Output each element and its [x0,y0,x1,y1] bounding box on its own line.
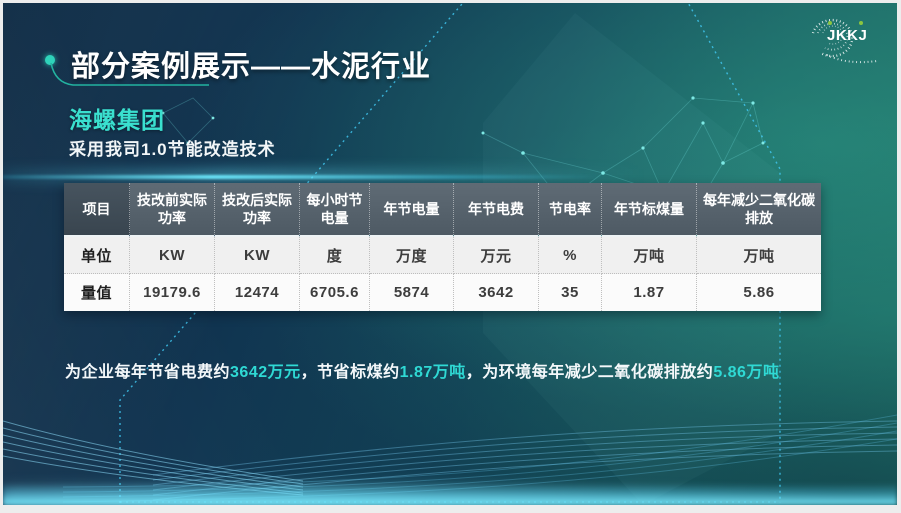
table-value-cell: KW [130,237,215,274]
table-glow-line [3,175,603,179]
table-value-cell: 万元 [454,237,539,274]
table-value-cell: 1.87 [602,274,697,311]
title-bullet-dot [45,55,55,65]
table-header-cell: 年节电费 [454,183,539,237]
page-title: 部分案例展示——水泥行业 [71,51,432,83]
summary-segment: ，为环境每年减少二氧化碳排放约 [465,364,714,381]
table-value-cell: 5874 [370,274,454,311]
technology-subtitle: 采用我司1.0节能改造技术 [69,140,276,159]
table-value-cell: 度 [300,237,370,274]
table-header-cell: 技改后实际功率 [215,183,300,237]
logo-green-dot [828,21,832,25]
table-value-cell: 万吨 [602,237,697,274]
logo-text: JKKJ [827,27,867,44]
bottom-glow-band [3,483,897,505]
table-header-cell: 年节电量 [370,183,454,237]
table-value-cell: 6705.6 [300,274,370,311]
summary-highlight-value: 3642万元 [230,364,301,381]
case-table: 项目 技改前实际功率 技改后实际功率 每小时节电量 年节电量 年节电费 节电率 年节标煤量 每年… [64,183,821,311]
table-row-label-cell: 量值 [64,274,130,311]
slide-canvas: 部分案例展示——水泥行业 海螺集团 采用我司1.0节能改造技术 项目 技改前实际功… [3,3,897,505]
summary-highlight-value: 1.87万吨 [399,364,466,381]
table-value-cell: 万吨 [697,237,821,274]
table-header-cell: 每年减少二氧化碳排放 [697,183,821,237]
table-header-cell: 项目 [64,183,130,237]
table-value-cell: 5.86 [697,274,821,311]
company-name: 海螺集团 [69,107,165,133]
table-header-cell: 技改前实际功率 [130,183,215,237]
summary-segment: 为企业每年节省电费约 [65,364,231,381]
table-value-cell: 35 [539,274,602,311]
table-value-cell: 12474 [215,274,300,311]
table-header-cell: 每小时节电量 [300,183,370,237]
table-value-cell: 万度 [370,237,454,274]
table-value-cell: 3642 [454,274,539,311]
logo-dot-swirl-icon [811,18,878,64]
summary-text: 为企业每年节省电费约3642万元，节省标煤约1.87万吨，为环境每年减少二氧化碳… [65,358,875,382]
table-value-cell: 19179.6 [130,274,215,311]
table-header-cell: 节电率 [539,183,602,237]
summary-highlight-value: 5.86万吨 [713,364,780,381]
table-value-cell: % [539,237,602,274]
title-underline [50,62,209,86]
logo-green-dot [859,21,863,25]
table-header-cell: 年节标煤量 [602,183,697,237]
company-logo: JKKJ [811,18,878,64]
table-value-cell: KW [215,237,300,274]
summary-segment: ，节省标煤约 [300,364,400,381]
table-row-label-cell: 单位 [64,237,130,274]
